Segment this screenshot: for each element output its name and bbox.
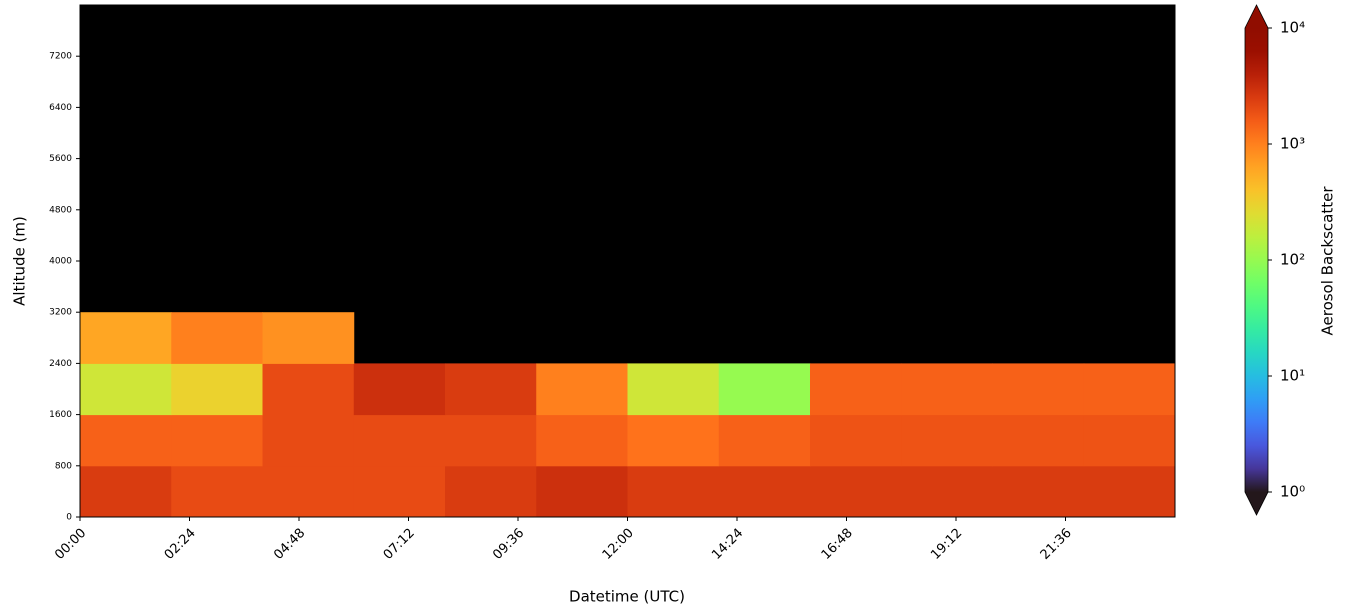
heatmap-cell bbox=[445, 414, 537, 467]
heatmap-cell bbox=[718, 465, 811, 518]
heatmap-cell bbox=[171, 465, 263, 518]
y-tick-label: 800 bbox=[55, 461, 72, 471]
y-tick-label: 4800 bbox=[49, 205, 72, 215]
colorbar-extend-top bbox=[1245, 5, 1268, 28]
heatmap-cell bbox=[445, 363, 537, 416]
heatmap-cell bbox=[810, 414, 902, 467]
heatmap-cell bbox=[1083, 414, 1176, 467]
y-axis-label: Altitude (m) bbox=[11, 216, 29, 306]
heatmap-cell bbox=[1083, 465, 1176, 518]
y-tick-label: 5600 bbox=[49, 154, 72, 164]
heatmap-cell bbox=[718, 363, 811, 416]
heatmap-cell bbox=[810, 465, 902, 518]
heatmap-cell bbox=[536, 414, 628, 467]
x-tick-label: 14:24 bbox=[709, 526, 746, 563]
heatmap-cell bbox=[718, 414, 811, 467]
x-tick-label: 04:48 bbox=[271, 526, 308, 563]
heatmap-cell bbox=[810, 363, 902, 416]
heatmap-cell bbox=[445, 465, 537, 518]
heatmap-cell bbox=[353, 363, 446, 416]
colorbar-tick-label: 10² bbox=[1280, 251, 1305, 269]
heatmap-cell bbox=[901, 363, 993, 416]
colorbar-tick-label: 10⁰ bbox=[1280, 483, 1305, 501]
colorbar-tick-label: 10¹ bbox=[1280, 367, 1305, 385]
x-tick-label: 19:12 bbox=[928, 526, 965, 563]
heatmap-cell bbox=[1083, 363, 1176, 416]
heatmap-cell bbox=[536, 465, 628, 518]
colorbar bbox=[1245, 28, 1268, 492]
heatmap-cell bbox=[262, 312, 355, 364]
x-tick-label: 16:48 bbox=[819, 526, 856, 563]
heatmap-cell bbox=[536, 363, 628, 416]
y-tick-label: 4000 bbox=[49, 257, 72, 267]
heatmap-cell bbox=[80, 465, 172, 518]
heatmap-cell bbox=[992, 363, 1085, 416]
heatmap-cell bbox=[353, 465, 446, 518]
heatmap-cell bbox=[627, 465, 720, 518]
heatmap-cell bbox=[992, 414, 1085, 467]
colorbar-label: Aerosol Backscatter bbox=[1319, 186, 1337, 336]
heatmap-cell bbox=[262, 363, 355, 416]
heatmap-cell bbox=[627, 414, 720, 467]
heatmap-cell bbox=[901, 465, 993, 518]
heatmap-cell bbox=[901, 414, 993, 467]
x-tick-label: 21:36 bbox=[1038, 526, 1075, 563]
y-tick-label: 7200 bbox=[49, 52, 72, 62]
heatmap-cell bbox=[171, 363, 263, 416]
heatmap-cell bbox=[262, 414, 355, 467]
x-tick-label: 00:00 bbox=[52, 526, 89, 563]
heatmap-cell bbox=[80, 414, 172, 467]
colorbar-tick-label: 10³ bbox=[1280, 135, 1305, 153]
x-tick-label: 07:12 bbox=[381, 526, 418, 563]
heatmap-cell bbox=[80, 312, 172, 364]
heatmap-cell bbox=[353, 414, 446, 467]
colorbar-extend-bottom bbox=[1245, 492, 1268, 515]
heatmap-cell bbox=[171, 312, 263, 364]
y-tick-label: 2400 bbox=[49, 359, 72, 369]
heatmap-cell bbox=[171, 414, 263, 467]
heatmap-cell bbox=[992, 465, 1085, 518]
y-tick-label: 0 bbox=[66, 513, 72, 523]
heatmap-cell bbox=[627, 363, 720, 416]
y-tick-label: 1600 bbox=[49, 410, 72, 420]
colorbar-tick-label: 10⁴ bbox=[1280, 19, 1305, 37]
y-tick-label: 6400 bbox=[49, 103, 72, 113]
heatmap-cell bbox=[80, 363, 172, 416]
x-axis-label: Datetime (UTC) bbox=[569, 588, 685, 606]
x-tick-label: 12:00 bbox=[600, 526, 637, 563]
heatmap-cell bbox=[262, 465, 355, 518]
x-tick-label: 02:24 bbox=[162, 526, 199, 563]
x-tick-label: 09:36 bbox=[490, 526, 527, 563]
y-tick-label: 3200 bbox=[49, 308, 72, 318]
